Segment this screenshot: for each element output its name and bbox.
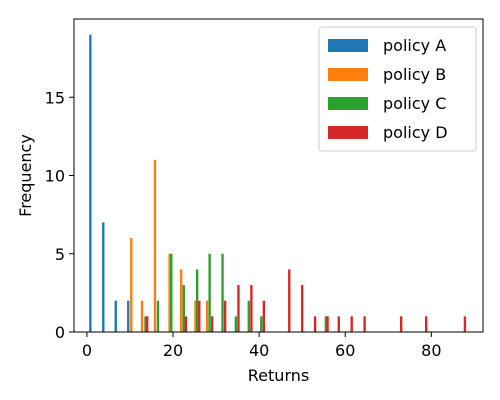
bar-policy-B-6 xyxy=(205,300,209,332)
bar-policy-C-2 xyxy=(170,253,173,332)
bar-policy-C-4 xyxy=(195,269,199,332)
bar-policy-A-2 xyxy=(114,300,117,332)
legend-label-policy-B: policy B xyxy=(383,65,446,84)
bar-policy-D-12 xyxy=(337,316,340,332)
x-axis-label: Returns xyxy=(248,366,309,385)
x-tick-label: 20 xyxy=(163,341,183,360)
x-tick-label: 80 xyxy=(421,341,441,360)
bars-layer xyxy=(89,34,467,333)
legend-label-policy-A: policy A xyxy=(383,36,446,55)
bar-policy-D-5 xyxy=(237,285,240,332)
bar-policy-D-17 xyxy=(463,316,467,332)
legend-label-policy-D: policy D xyxy=(383,123,448,142)
x-tick-label: 60 xyxy=(335,341,355,360)
bar-policy-D-4 xyxy=(223,300,227,332)
bar-policy-D-11 xyxy=(326,316,329,332)
bar-policy-A-3 xyxy=(127,300,130,332)
y-tick-label: 10 xyxy=(45,167,65,186)
legend-swatch-policy-B xyxy=(328,68,368,81)
bar-policy-D-1 xyxy=(184,316,188,332)
bar-policy-D-10 xyxy=(313,316,317,332)
legend-frame xyxy=(318,26,477,152)
x-tick-label: 40 xyxy=(249,341,269,360)
bar-policy-B-0 xyxy=(130,238,133,332)
bar-policy-D-8 xyxy=(288,269,291,332)
bar-policy-B-3 xyxy=(168,253,171,332)
y-tick-label: 15 xyxy=(45,88,65,107)
legend-swatch-policy-C xyxy=(328,97,368,110)
bar-policy-C-5 xyxy=(208,253,211,332)
bar-policy-D-3 xyxy=(211,316,214,332)
y-axis-label: Frequency xyxy=(16,134,35,217)
bar-policy-D-6 xyxy=(250,285,253,332)
bar-policy-C-8 xyxy=(247,300,250,332)
bar-policy-D-13 xyxy=(350,316,353,332)
bar-policy-C-6 xyxy=(221,253,224,332)
legend-swatch-policy-A xyxy=(328,39,368,52)
bar-policy-D-15 xyxy=(400,316,403,332)
bar-policy-C-10 xyxy=(324,316,328,332)
bar-policy-D-2 xyxy=(198,300,201,332)
bar-policy-B-5 xyxy=(194,300,197,332)
y-tick-label: 0 xyxy=(55,323,65,342)
bar-policy-D-9 xyxy=(300,285,304,332)
bar-policy-A-1 xyxy=(102,222,105,332)
bar-policy-D-14 xyxy=(363,316,366,332)
bar-policy-C-0 xyxy=(144,316,147,332)
bar-policy-D-7 xyxy=(262,300,266,332)
y-tick-label: 5 xyxy=(55,245,65,264)
legend-label-policy-C: policy C xyxy=(383,94,446,113)
bar-policy-C-7 xyxy=(234,316,238,332)
bar-policy-D-0 xyxy=(146,316,149,332)
y-axis: 0 5 10 15 xyxy=(45,88,74,342)
x-tick-label: 0 xyxy=(82,341,92,360)
bar-policy-B-4 xyxy=(180,269,183,332)
bar-policy-B-1 xyxy=(140,300,144,332)
bar-policy-B-2 xyxy=(153,159,157,332)
bar-policy-C-1 xyxy=(156,300,160,332)
bar-policy-C-3 xyxy=(182,285,185,332)
x-axis: 0 20 40 60 80 xyxy=(82,332,442,360)
bar-policy-C-9 xyxy=(260,316,263,332)
bar-policy-D-16 xyxy=(424,316,428,332)
legend-swatch-policy-D xyxy=(328,126,368,139)
bar-policy-A-0 xyxy=(89,34,92,333)
legend: policy A policy B policy C policy D xyxy=(318,26,477,152)
